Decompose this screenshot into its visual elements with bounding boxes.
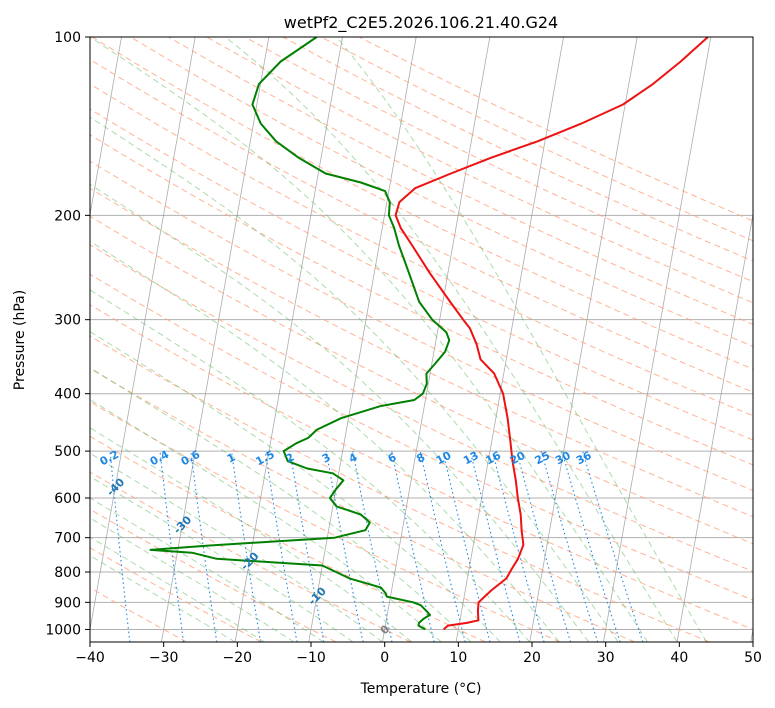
mixing-ratio-line [582,450,644,642]
mixing-ratio-line [540,450,599,642]
dry-adiabat-line [90,508,337,642]
dry-adiabat-line [168,37,753,325]
mixing-ratio-lines [109,450,644,642]
dry-adiabat-line [206,37,753,304]
moist-adiabat-line [90,427,413,642]
mixing-ratio-label: 36 [574,449,594,468]
isotherm-line [529,37,638,642]
y-axis-label: Pressure (hPa) [12,290,28,390]
chart-title: wetPf2_C2E5.2026.106.21.40.G24 [284,13,558,33]
y-tick-label: 200 [54,208,81,224]
moist-adiabats [90,37,708,642]
y-tick-label: 700 [54,531,81,547]
y-tick-label: 800 [54,565,81,581]
mixing-ratio-label: 13 [461,449,481,468]
mixing-ratio-label: 10 [434,449,454,468]
x-tick-label: 20 [523,650,541,666]
moist-adiabat-line [225,37,678,642]
mixing-ratio-label: 25 [533,449,553,468]
mixing-ratio-line [289,451,325,642]
dry-adiabat-line [90,335,710,642]
moist-adiabat-line [90,452,383,642]
x-tick-label: 0 [380,650,389,666]
mixing-ratio-label: 16 [483,449,503,468]
moist-adiabat-line [90,183,590,642]
moist-adiabat-line [90,398,442,642]
dry-adiabat-line [90,58,753,393]
dry-adiabat-line [90,304,753,630]
moist-adiabat-line [90,116,619,642]
isotherm-line [234,37,343,642]
mixing-ratio-line [190,451,218,642]
x-tick-label: −40 [75,650,105,666]
x-tick-label: −10 [296,650,326,666]
moist-adiabat-line [90,330,501,642]
moist-adiabat-line [90,37,649,642]
x-tick-label: −20 [223,650,253,666]
sounding-series [149,37,709,631]
isotherm-line [382,37,491,642]
dry-adiabat-line [90,215,753,545]
mixing-ratio-line [230,451,262,642]
isotherm-line [603,37,712,642]
mixing-ratio-line [264,451,298,642]
isotherm-line [161,37,270,642]
y-tick-label: 500 [54,444,81,460]
moist-adiabat-line [90,367,472,642]
moist-adiabat-line [90,554,236,642]
isotherm-line [90,37,122,217]
y-axis-ticks: 100 200 300 400 500 600 700 800 900 1000 [45,30,90,638]
isotherm-line [90,37,196,632]
y-tick-label: 400 [54,387,81,403]
dewpoint-line [149,37,451,631]
plot-frame [89,36,754,643]
mixing-ratio-label: 20 [508,449,528,468]
dry-adiabat-line [90,108,753,441]
mixing-ratio-label: 30 [553,449,573,468]
mixing-ratio-line [561,450,621,642]
x-axis-ticks: −40 −30 −20 −10 0 10 20 30 40 50 [75,642,762,666]
moist-adiabat-line [90,475,354,642]
plot-area: -100-90-80-70-60-50-40-30-20-100 0.10.20… [90,37,753,642]
dry-adiabat-line [91,37,753,370]
dry-adiabat-line [90,367,635,642]
x-tick-label: −30 [149,650,179,666]
dry-adiabat-line [90,187,753,518]
x-tick-label: 30 [597,650,615,666]
y-tick-label: 900 [54,595,81,611]
y-tick-label: 100 [54,30,81,46]
y-tick-label: 1000 [45,622,81,638]
x-tick-label: 10 [449,650,467,666]
x-axis-label: Temperature (°C) [360,681,482,697]
dry-adiabat-line [90,244,753,572]
mixing-ratio-line [109,451,131,642]
dry-adiabat-line [90,435,486,642]
mixing-ratio-line [516,450,572,642]
dry-adiabat-line [90,160,753,492]
isotherm-line [676,212,753,642]
dry-adiabat-line [90,471,411,642]
y-tick-label: 300 [54,313,81,329]
mixing-ratio-line [491,450,545,642]
temperature-line [394,37,709,631]
moist-adiabat-line [336,37,708,642]
moist-adiabat-line [90,240,560,642]
dry-adiabat-line [90,401,561,642]
moist-adiabat-line [90,536,265,642]
y-tick-label: 600 [54,491,81,507]
dry-adiabat-line [90,134,753,466]
x-tick-label: 40 [670,650,688,666]
mixing-ratio-line [159,451,185,642]
x-tick-label: 50 [744,650,762,666]
